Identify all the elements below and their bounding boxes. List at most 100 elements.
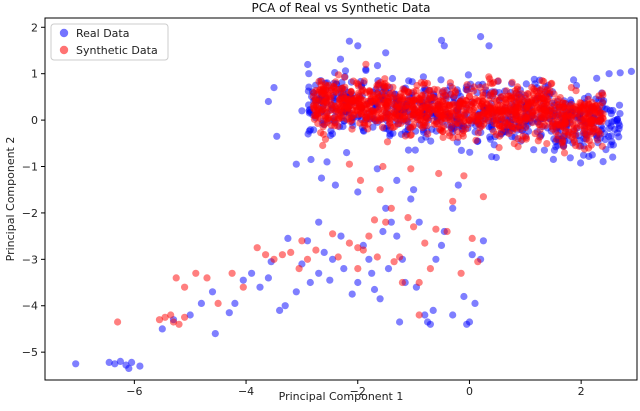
synthetic-data-point <box>432 225 440 233</box>
synthetic-data-point <box>357 102 365 110</box>
x-tick-label: 0 <box>466 385 473 398</box>
real-data-point <box>248 269 256 277</box>
synthetic-data-point <box>522 113 530 121</box>
real-data-point <box>449 204 457 212</box>
real-data-point <box>197 299 205 307</box>
synthetic-data-point <box>599 110 607 118</box>
synthetic-data-point <box>383 138 392 146</box>
real-data-point <box>339 122 347 131</box>
legend-label-synthetic: Synthetic Data <box>76 44 158 57</box>
synthetic-data-point <box>487 90 495 98</box>
synthetic-data-point <box>543 140 551 148</box>
y-tick-label: −1 <box>22 161 38 174</box>
real-data-point <box>382 204 390 212</box>
x-tick-label: −6 <box>126 385 142 398</box>
synthetic-data-point <box>365 232 373 240</box>
synthetic-data-point <box>359 246 367 254</box>
real-data-point <box>437 76 445 84</box>
real-data-point <box>449 311 457 319</box>
legend-marker-synthetic <box>59 45 69 55</box>
legend-box <box>50 23 169 61</box>
synthetic-data-point <box>402 102 410 110</box>
real-data-point <box>310 126 318 134</box>
synthetic-data-point <box>472 136 480 144</box>
real-data-point <box>376 295 384 303</box>
synthetic-data-point <box>442 93 450 101</box>
real-data-point <box>427 137 435 145</box>
synthetic-data-point <box>430 85 438 93</box>
real-data-point <box>304 130 312 138</box>
synthetic-data-point <box>410 223 418 231</box>
real-data-point <box>292 160 300 168</box>
synthetic-data-point <box>579 104 587 112</box>
chart-title: PCA of Real vs Synthetic Data <box>252 1 431 15</box>
synthetic-data-point <box>546 86 554 94</box>
real-data-point <box>566 154 574 162</box>
synthetic-data-point <box>361 121 369 130</box>
synthetic-data-point <box>228 269 236 277</box>
synthetic-data-point <box>598 142 606 150</box>
synthetic-data-point <box>553 135 561 143</box>
synthetic-data-point <box>460 110 468 118</box>
synthetic-data-point <box>341 73 349 81</box>
synthetic-data-point <box>476 83 484 91</box>
real-data-point <box>341 67 350 75</box>
synthetic-data-point <box>161 313 169 321</box>
legend-marker-real <box>59 28 69 38</box>
x-tick-label: 2 <box>578 385 585 398</box>
real-data-point <box>354 278 362 287</box>
real-data-point <box>348 290 356 298</box>
synthetic-data-point <box>463 101 471 109</box>
synthetic-data-point <box>480 109 489 117</box>
synthetic-data-point <box>360 77 368 85</box>
real-data-point <box>336 55 345 63</box>
synthetic-data-point <box>453 127 461 135</box>
y-tick-label: −2 <box>22 207 38 220</box>
synthetic-data-point <box>417 116 425 124</box>
real-data-point <box>270 84 278 92</box>
y-tick-label: −3 <box>22 253 38 266</box>
synthetic-data-point <box>423 79 432 87</box>
synthetic-data-point <box>490 78 498 86</box>
synthetic-data-point <box>309 102 317 110</box>
synthetic-data-point <box>370 216 379 224</box>
synthetic-data-point <box>463 86 471 94</box>
real-data-point <box>485 42 493 50</box>
real-data-point <box>432 255 440 263</box>
synthetic-data-point <box>474 129 482 137</box>
real-data-point <box>570 76 578 84</box>
real-data-point <box>549 155 558 163</box>
synthetic-data-point <box>443 227 451 236</box>
synthetic-data-point <box>378 123 387 131</box>
synthetic-data-point <box>407 131 415 139</box>
synthetic-data-point <box>572 142 580 150</box>
real-data-point <box>370 285 379 294</box>
real-data-point <box>580 151 588 159</box>
synthetic-data-point <box>569 120 577 128</box>
y-tick-label: 2 <box>31 21 38 34</box>
synthetic-data-point <box>400 108 408 117</box>
synthetic-data-point <box>548 79 556 87</box>
synthetic-data-point <box>503 119 512 127</box>
synthetic-data-point <box>470 83 478 91</box>
real-data-point <box>276 306 284 314</box>
synthetic-data-point <box>169 318 178 326</box>
real-data-point <box>457 146 465 154</box>
synthetic-data-point <box>503 108 511 116</box>
real-data-point <box>615 133 623 141</box>
synthetic-data-point <box>513 85 521 93</box>
real-data-point <box>421 311 429 319</box>
synthetic-data-point <box>373 81 381 89</box>
real-data-point <box>410 186 418 194</box>
real-data-point <box>326 276 334 284</box>
synthetic-data-point <box>354 244 362 252</box>
real-data-point <box>329 255 337 263</box>
synthetic-data-point <box>401 132 409 140</box>
real-data-point <box>599 158 607 166</box>
synthetic-data-point <box>392 95 400 103</box>
synthetic-data-point <box>373 253 381 261</box>
synthetic-data-point <box>457 98 465 106</box>
synthetic-data-point <box>262 251 270 259</box>
real-data-point <box>315 218 323 226</box>
synthetic-data-point <box>424 130 432 138</box>
